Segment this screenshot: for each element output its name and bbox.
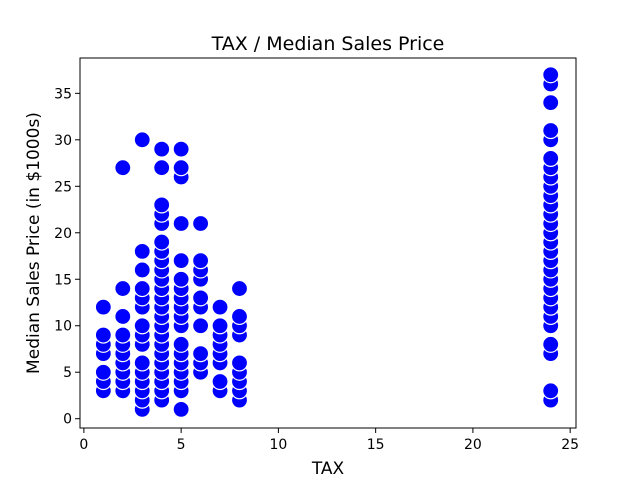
data-point [542, 121, 560, 140]
x-tick-label: 20 [464, 437, 482, 453]
data-point [133, 261, 151, 279]
data-point [114, 326, 132, 344]
data-point [133, 354, 151, 372]
plot-frame [79, 57, 577, 429]
data-point [192, 289, 210, 307]
data-point [114, 307, 132, 326]
data-point [172, 335, 190, 353]
y-tick-label: 0 [63, 412, 72, 428]
data-point [211, 317, 229, 335]
data-point [542, 149, 560, 167]
data-point [230, 354, 249, 372]
data-point [94, 363, 112, 381]
data-point [133, 242, 151, 260]
data-point [172, 252, 190, 270]
data-point [542, 94, 560, 112]
x-tick-label: 15 [367, 437, 385, 453]
x-tick-label: 0 [79, 437, 88, 453]
points-layer [94, 66, 560, 419]
data-point [542, 335, 560, 353]
x-axis-ticks: 0 5 10 15 20 25 [79, 428, 579, 453]
y-tick-label: 10 [54, 319, 72, 335]
data-point [133, 131, 151, 149]
data-point [172, 214, 190, 233]
data-point [192, 252, 210, 270]
data-point [172, 270, 190, 288]
y-tick-label: 25 [54, 179, 72, 195]
data-point [114, 279, 132, 298]
data-point [94, 298, 112, 316]
data-point [192, 345, 210, 363]
x-tick-label: 10 [269, 437, 287, 453]
data-point [192, 214, 210, 233]
data-point [153, 196, 171, 214]
data-point [211, 372, 229, 391]
data-point [211, 298, 229, 316]
data-point [153, 140, 171, 158]
data-point [94, 326, 112, 344]
y-axis-ticks: 0 5 10 15 20 25 30 35 [54, 86, 80, 428]
x-tick-label: 5 [177, 437, 186, 453]
data-point [172, 140, 190, 158]
y-tick-label: 20 [54, 226, 72, 242]
y-tick-label: 5 [63, 365, 72, 381]
data-point [133, 317, 151, 335]
data-point [230, 307, 249, 326]
data-point [192, 317, 210, 335]
data-point [542, 66, 560, 84]
data-point [542, 382, 560, 400]
data-point [172, 400, 190, 419]
data-point [230, 279, 249, 298]
y-axis-label: Median Sales Price (in $1000s) [24, 112, 44, 374]
data-point [153, 159, 171, 177]
x-tick-label: 25 [561, 437, 579, 453]
chart-title: TAX / Median Sales Price [211, 33, 445, 55]
data-point [153, 233, 171, 251]
data-point [133, 279, 151, 298]
y-tick-label: 15 [54, 272, 72, 288]
y-tick-label: 30 [54, 133, 72, 149]
data-point [114, 159, 132, 177]
x-axis-label: TAX [311, 459, 345, 479]
data-point [172, 159, 190, 177]
y-tick-label: 35 [54, 86, 72, 102]
